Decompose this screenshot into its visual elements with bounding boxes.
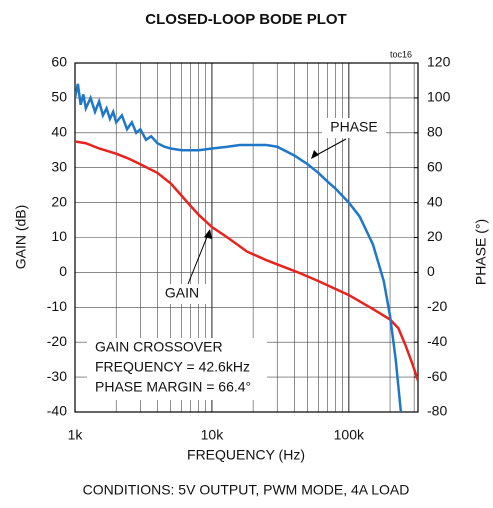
y2-tick-label: -40 <box>427 333 447 349</box>
y2-tick-label: 60 <box>427 158 443 174</box>
series-line <box>75 83 403 412</box>
label-bg <box>322 118 386 138</box>
y2-axis-label: PHASE (°) <box>473 219 489 285</box>
y2-tick-label: 100 <box>427 89 451 105</box>
y-tick-label: -40 <box>47 403 67 419</box>
y2-tick-label: -20 <box>427 298 447 314</box>
annotation: FREQUENCY = 42.6kHz <box>95 359 250 375</box>
annotation: toc16 <box>390 49 412 59</box>
y2-tick-label: 80 <box>427 124 443 140</box>
chart-title: CLOSED-LOOP BODE PLOT <box>145 11 346 28</box>
y-tick-label: 50 <box>51 89 67 105</box>
x-tick-label: 100k <box>334 427 365 443</box>
x-axis-label: FREQUENCY (Hz) <box>187 447 305 463</box>
y-tick-label: 20 <box>51 193 67 209</box>
plot-frame <box>74 62 419 413</box>
y-tick-label: 40 <box>51 124 67 140</box>
annotation-bg <box>87 338 267 400</box>
y-tick-label: 60 <box>51 54 67 70</box>
y-tick-label: 0 <box>59 263 67 279</box>
y-tick-label: 10 <box>51 228 67 244</box>
y2-tick-label: 20 <box>427 228 443 244</box>
y-tick-label: 30 <box>51 158 67 174</box>
annotation: GAIN CROSSOVER <box>95 339 223 355</box>
annotation: PHASE MARGIN = 66.4° <box>95 379 251 395</box>
y2-tick-label: 40 <box>427 193 443 209</box>
y2-tick-label: 0 <box>427 263 435 279</box>
y-tick-label: -20 <box>47 333 67 349</box>
y-axis-label: GAIN (dB) <box>13 205 29 270</box>
x-tick-label: 1k <box>68 427 84 443</box>
y2-tick-label: 120 <box>427 54 451 70</box>
series-label: GAIN <box>165 285 199 301</box>
footnote: CONDITIONS: 5V OUTPUT, PWM MODE, 4A LOAD <box>83 482 410 498</box>
series-label: PHASE <box>330 119 377 135</box>
y2-tick-label: -80 <box>427 403 447 419</box>
y-tick-label: -30 <box>47 368 67 384</box>
label-bg <box>158 284 206 304</box>
x-tick-label: 10k <box>201 427 225 443</box>
arrows <box>187 138 347 285</box>
y2-tick-label: -60 <box>427 368 447 384</box>
y-tick-label: -10 <box>47 298 67 314</box>
